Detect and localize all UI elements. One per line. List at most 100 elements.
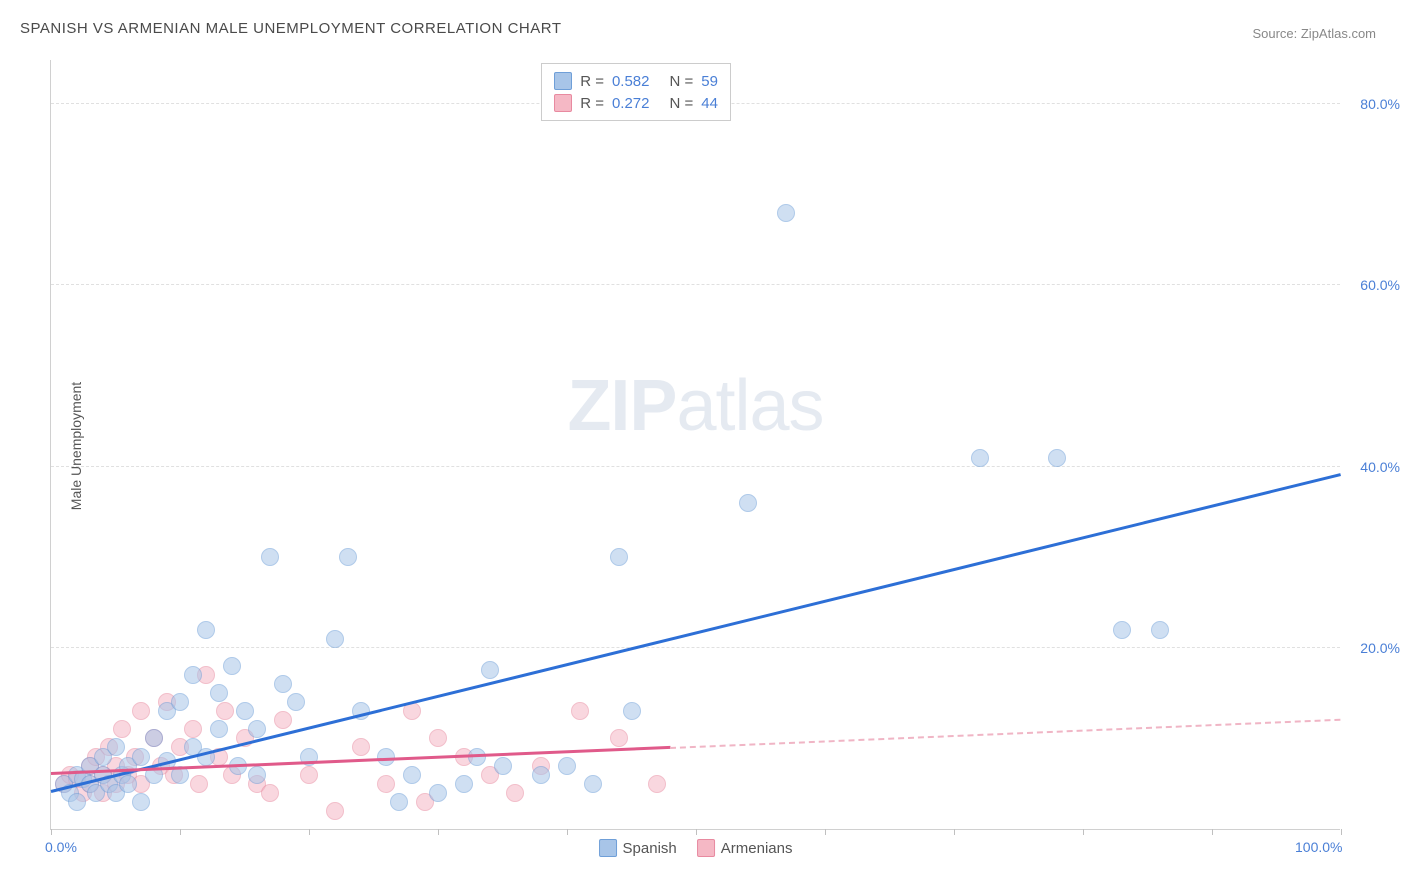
data-point — [190, 775, 208, 793]
data-point — [287, 693, 305, 711]
y-tick-label: 60.0% — [1360, 277, 1400, 293]
y-tick-label: 20.0% — [1360, 640, 1400, 656]
data-point — [506, 784, 524, 802]
legend-item: Spanish — [599, 839, 677, 857]
legend-n-value: 59 — [701, 73, 718, 90]
legend-row: R = 0.272 N = 44 — [554, 92, 718, 114]
x-tick-label: 100.0% — [1295, 839, 1342, 855]
data-point — [971, 449, 989, 467]
legend-r-label: R = — [580, 73, 604, 90]
legend-r-value: 0.272 — [612, 95, 650, 112]
legend-n-value: 44 — [701, 95, 718, 112]
data-point — [1048, 449, 1066, 467]
data-point — [1151, 621, 1169, 639]
data-point — [739, 494, 757, 512]
x-tick — [309, 829, 310, 835]
x-tick — [180, 829, 181, 835]
data-point — [132, 793, 150, 811]
data-point — [777, 204, 795, 222]
data-point — [210, 720, 228, 738]
legend-label: Spanish — [623, 840, 677, 857]
x-tick — [1212, 829, 1213, 835]
data-point — [377, 775, 395, 793]
trend-line — [51, 473, 1342, 793]
chart-title: SPANISH VS ARMENIAN MALE UNEMPLOYMENT CO… — [20, 20, 561, 37]
data-point — [145, 729, 163, 747]
data-point — [236, 702, 254, 720]
legend-label: Armenians — [721, 840, 793, 857]
legend-swatch — [554, 94, 572, 112]
data-point — [68, 793, 86, 811]
y-tick-label: 80.0% — [1360, 96, 1400, 112]
data-point — [223, 657, 241, 675]
data-point — [113, 720, 131, 738]
data-point — [326, 802, 344, 820]
data-point — [352, 738, 370, 756]
series-legend: Spanish Armenians — [599, 839, 793, 857]
data-point — [326, 630, 344, 648]
data-point — [610, 729, 628, 747]
legend-r-label: R = — [580, 95, 604, 112]
legend-row: R = 0.582N = 59 — [554, 70, 718, 92]
data-point — [339, 548, 357, 566]
x-tick — [1083, 829, 1084, 835]
data-point — [481, 661, 499, 679]
data-point — [455, 775, 473, 793]
data-point — [390, 793, 408, 811]
data-point — [403, 766, 421, 784]
data-point — [197, 621, 215, 639]
data-point — [429, 729, 447, 747]
x-tick — [438, 829, 439, 835]
data-point — [171, 693, 189, 711]
data-point — [248, 766, 266, 784]
legend-swatch — [599, 839, 617, 857]
data-point — [610, 548, 628, 566]
y-tick-label: 40.0% — [1360, 459, 1400, 475]
data-point — [623, 702, 641, 720]
data-point — [274, 675, 292, 693]
data-point — [210, 684, 228, 702]
x-tick-label: 0.0% — [45, 839, 77, 855]
data-point — [494, 757, 512, 775]
data-point — [216, 702, 234, 720]
trend-line-dashed — [670, 718, 1341, 748]
data-point — [184, 666, 202, 684]
x-tick — [954, 829, 955, 835]
data-point — [132, 748, 150, 766]
x-tick — [1341, 829, 1342, 835]
data-point — [1113, 621, 1131, 639]
data-point — [571, 702, 589, 720]
data-point — [132, 702, 150, 720]
data-point — [648, 775, 666, 793]
data-point — [107, 738, 125, 756]
legend-r-value: 0.582 — [612, 73, 650, 90]
data-point — [184, 720, 202, 738]
source-label: Source: ZipAtlas.com — [1252, 26, 1376, 41]
scatter-plot: ZIPatlas 20.0%40.0%60.0%80.0%0.0%100.0%R… — [50, 60, 1340, 830]
data-point — [584, 775, 602, 793]
data-point — [261, 548, 279, 566]
data-point — [248, 720, 266, 738]
x-tick — [825, 829, 826, 835]
data-point — [377, 748, 395, 766]
gridline — [51, 647, 1340, 648]
data-point — [558, 757, 576, 775]
data-point — [532, 766, 550, 784]
legend-swatch — [697, 839, 715, 857]
legend-item: Armenians — [697, 839, 793, 857]
x-tick — [696, 829, 697, 835]
data-point — [429, 784, 447, 802]
data-point — [274, 711, 292, 729]
x-tick — [567, 829, 568, 835]
correlation-legend: R = 0.582N = 59R = 0.272N = 44 — [541, 63, 731, 121]
legend-swatch — [554, 72, 572, 90]
watermark-light: atlas — [676, 366, 823, 446]
x-tick — [51, 829, 52, 835]
legend-n-label: N = — [670, 95, 694, 112]
data-point — [300, 766, 318, 784]
data-point — [119, 775, 137, 793]
gridline — [51, 284, 1340, 285]
gridline — [51, 466, 1340, 467]
watermark: ZIPatlas — [567, 365, 823, 447]
watermark-bold: ZIP — [567, 366, 676, 446]
